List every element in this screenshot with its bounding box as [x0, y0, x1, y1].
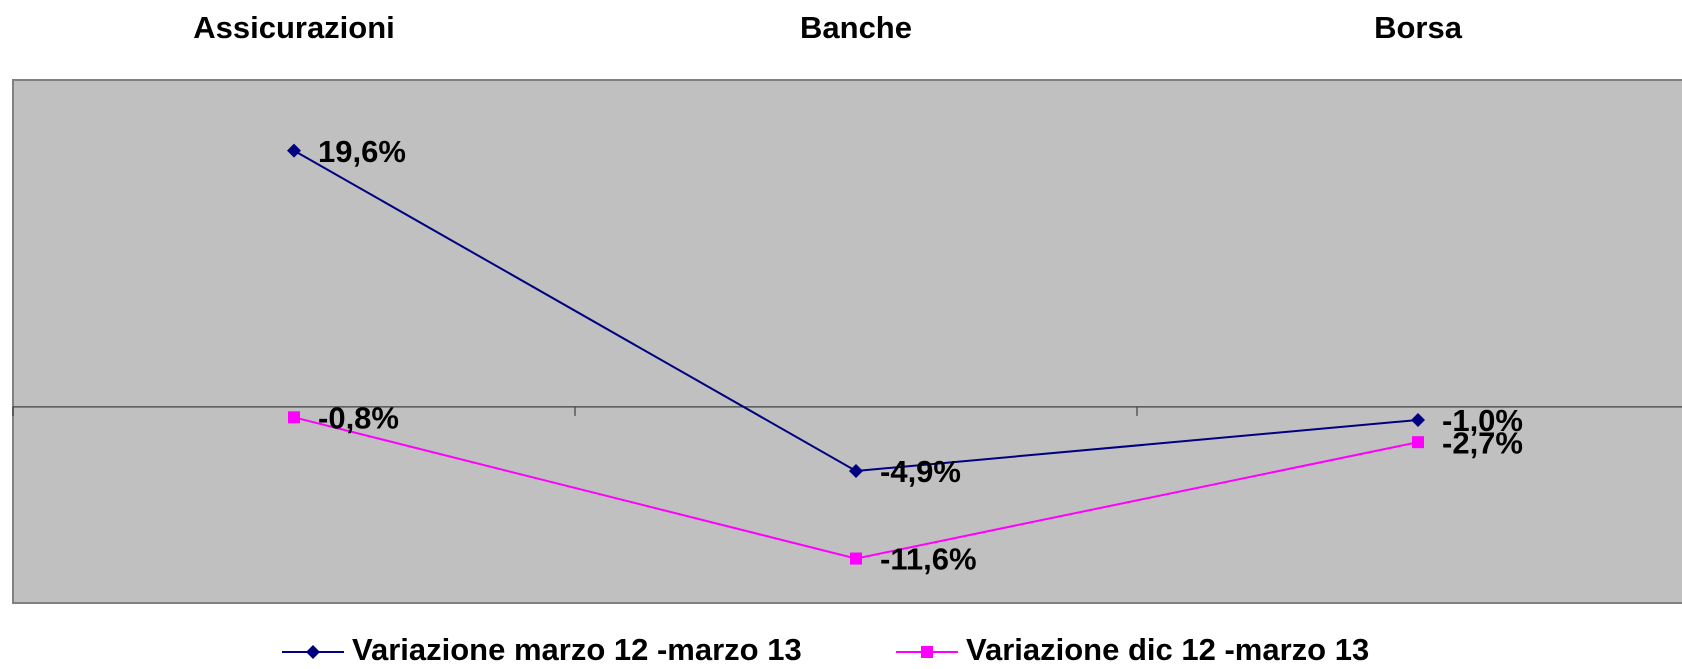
data-label: -0,8%	[318, 401, 399, 436]
data-label: -1,0%	[1442, 403, 1523, 438]
data-label: -2,7%	[1442, 425, 1523, 460]
data-point	[850, 552, 862, 565]
data-point	[1411, 412, 1425, 427]
data-point	[287, 143, 301, 158]
data-label: -4,9%	[880, 454, 961, 489]
legend-label: Variazione dic 12 -marzo 13	[966, 632, 1369, 667]
data-point	[288, 411, 300, 424]
category-label: Banche	[800, 10, 912, 45]
data-point	[1412, 436, 1424, 449]
data-label: -11,6%	[880, 542, 977, 577]
legend-marker	[921, 646, 933, 658]
category-label: Assicurazioni	[193, 10, 395, 45]
legend-label: Variazione marzo 12 -marzo 13	[352, 632, 802, 667]
data-label: 19,6%	[318, 134, 406, 169]
legend-marker	[306, 645, 320, 659]
plot-area	[12, 79, 1682, 604]
category-label: Borsa	[1374, 10, 1463, 45]
data-point	[849, 463, 863, 478]
